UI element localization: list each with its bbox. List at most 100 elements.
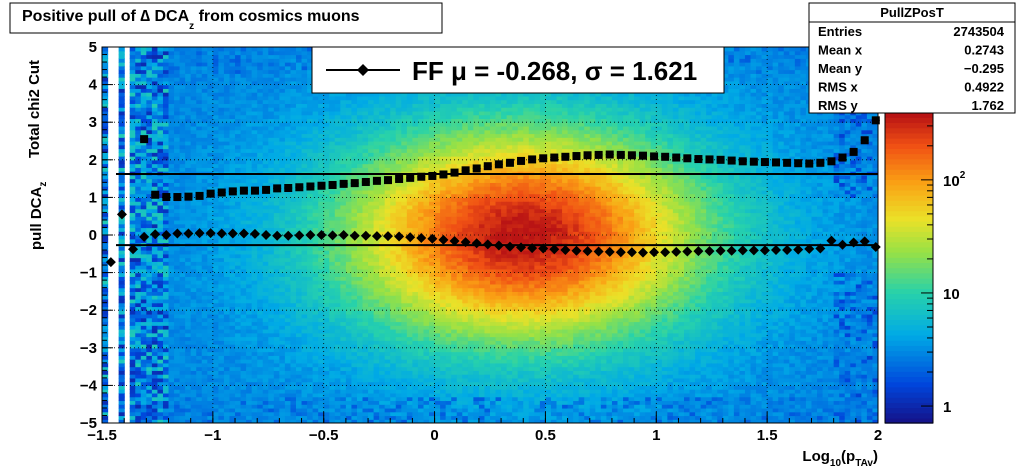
heatmap-cell bbox=[356, 340, 364, 345]
heatmap-cell bbox=[229, 381, 236, 386]
heatmap-cell bbox=[262, 381, 269, 386]
heatmap-cell bbox=[240, 110, 247, 116]
heatmap-cell bbox=[201, 347, 208, 353]
heatmap-cell bbox=[362, 355, 369, 360]
heatmap-cell bbox=[218, 69, 225, 74]
heatmap-cell bbox=[146, 73, 153, 78]
heatmap-cell bbox=[168, 178, 175, 183]
heatmap-cell bbox=[312, 344, 319, 349]
heatmap-cell bbox=[312, 389, 319, 394]
heatmap-cell bbox=[207, 347, 214, 353]
heatmap-cell bbox=[162, 110, 170, 116]
heatmap-cell bbox=[146, 133, 153, 138]
heatmap-cell bbox=[140, 336, 147, 341]
heatmap-cell bbox=[246, 77, 253, 82]
heatmap-cell bbox=[323, 178, 330, 183]
heatmap-cell bbox=[356, 313, 364, 319]
heatmap-cell bbox=[301, 137, 308, 142]
heatmap-cell bbox=[262, 223, 269, 229]
heatmap-cell bbox=[151, 347, 159, 353]
heatmap-cell bbox=[135, 253, 142, 259]
heatmap-cell bbox=[251, 291, 258, 296]
heatmap-cell bbox=[162, 419, 170, 423]
heatmap-cell bbox=[207, 407, 214, 413]
heatmap-cell bbox=[329, 152, 336, 157]
heatmap-cell bbox=[223, 186, 231, 191]
heatmap-cell bbox=[318, 107, 325, 112]
heatmap-cell bbox=[179, 141, 186, 146]
heatmap-cell bbox=[146, 374, 153, 379]
heatmap-cell bbox=[190, 152, 197, 157]
heatmap-cell bbox=[284, 332, 292, 338]
heatmap-cell bbox=[179, 144, 186, 150]
heatmap-cell bbox=[373, 261, 380, 266]
heatmap-cell bbox=[235, 137, 242, 142]
heatmap-cell bbox=[135, 407, 142, 413]
heatmap-cell bbox=[356, 103, 364, 108]
heatmap-cell bbox=[284, 80, 292, 86]
heatmap-cell bbox=[273, 347, 280, 353]
heatmap-cell bbox=[174, 84, 181, 89]
heatmap-cell bbox=[135, 396, 142, 402]
heatmap-cell bbox=[307, 54, 314, 59]
heatmap-cell bbox=[162, 156, 170, 161]
heatmap-cell bbox=[235, 253, 242, 259]
heatmap-cell bbox=[290, 295, 297, 300]
heatmap-cell bbox=[251, 359, 258, 364]
heatmap-cell bbox=[218, 344, 225, 349]
heatmap-cell bbox=[135, 204, 142, 210]
heatmap-cell bbox=[157, 283, 164, 289]
heatmap-cell bbox=[118, 385, 125, 390]
heatmap-cell bbox=[251, 385, 258, 390]
heatmap-cell bbox=[351, 385, 358, 390]
heatmap-cell bbox=[207, 295, 214, 300]
heatmap-cell bbox=[301, 347, 308, 353]
heatmap-cell bbox=[196, 122, 203, 127]
heatmap-cell bbox=[279, 392, 286, 398]
heatmap-cell bbox=[384, 313, 391, 319]
heatmap-cell bbox=[307, 385, 314, 390]
heatmap-cell bbox=[157, 374, 164, 379]
heatmap-cell bbox=[201, 332, 208, 338]
heatmap-cell bbox=[390, 310, 397, 315]
heatmap-cell bbox=[340, 223, 347, 229]
heatmap-cell bbox=[185, 58, 192, 63]
heatmap-cell bbox=[356, 159, 364, 165]
heatmap-cell bbox=[329, 374, 336, 379]
heatmap-cell bbox=[329, 291, 336, 296]
heatmap-cell bbox=[356, 137, 364, 142]
heatmap-cell bbox=[284, 77, 292, 82]
heatmap-cell bbox=[212, 80, 219, 86]
heatmap-cell bbox=[257, 54, 264, 59]
heatmap-cell bbox=[118, 253, 125, 259]
heatmap-cell bbox=[201, 95, 208, 101]
heatmap-cell bbox=[351, 291, 358, 296]
heatmap-cell bbox=[345, 362, 353, 368]
heatmap-cell bbox=[340, 295, 347, 300]
heatmap-cell bbox=[368, 359, 375, 364]
heatmap-cell bbox=[168, 125, 175, 131]
heatmap-cell bbox=[329, 95, 336, 101]
heatmap-cell bbox=[207, 133, 214, 138]
heatmap-cell bbox=[246, 201, 253, 206]
heatmap-cell bbox=[284, 204, 292, 210]
heatmap-cell bbox=[179, 219, 186, 225]
heatmap-cell bbox=[251, 407, 258, 413]
heatmap-cell bbox=[373, 250, 380, 255]
heatmap-cell bbox=[290, 219, 297, 225]
heatmap-cell bbox=[279, 152, 286, 157]
heatmap-cell bbox=[318, 156, 325, 161]
heatmap-cell bbox=[384, 141, 391, 146]
heatmap-cell bbox=[340, 419, 347, 423]
heatmap-cell bbox=[307, 216, 314, 221]
heatmap-cell bbox=[301, 204, 308, 210]
heatmap-cell bbox=[168, 182, 175, 187]
heatmap-cell bbox=[284, 298, 292, 304]
heatmap-cell bbox=[251, 212, 258, 217]
heatmap-cell bbox=[323, 193, 330, 198]
heatmap-cell bbox=[384, 385, 391, 390]
heatmap-cell bbox=[384, 295, 391, 300]
heatmap-cell bbox=[356, 261, 364, 266]
heatmap-cell bbox=[135, 103, 142, 108]
heatmap-cell bbox=[223, 208, 231, 214]
